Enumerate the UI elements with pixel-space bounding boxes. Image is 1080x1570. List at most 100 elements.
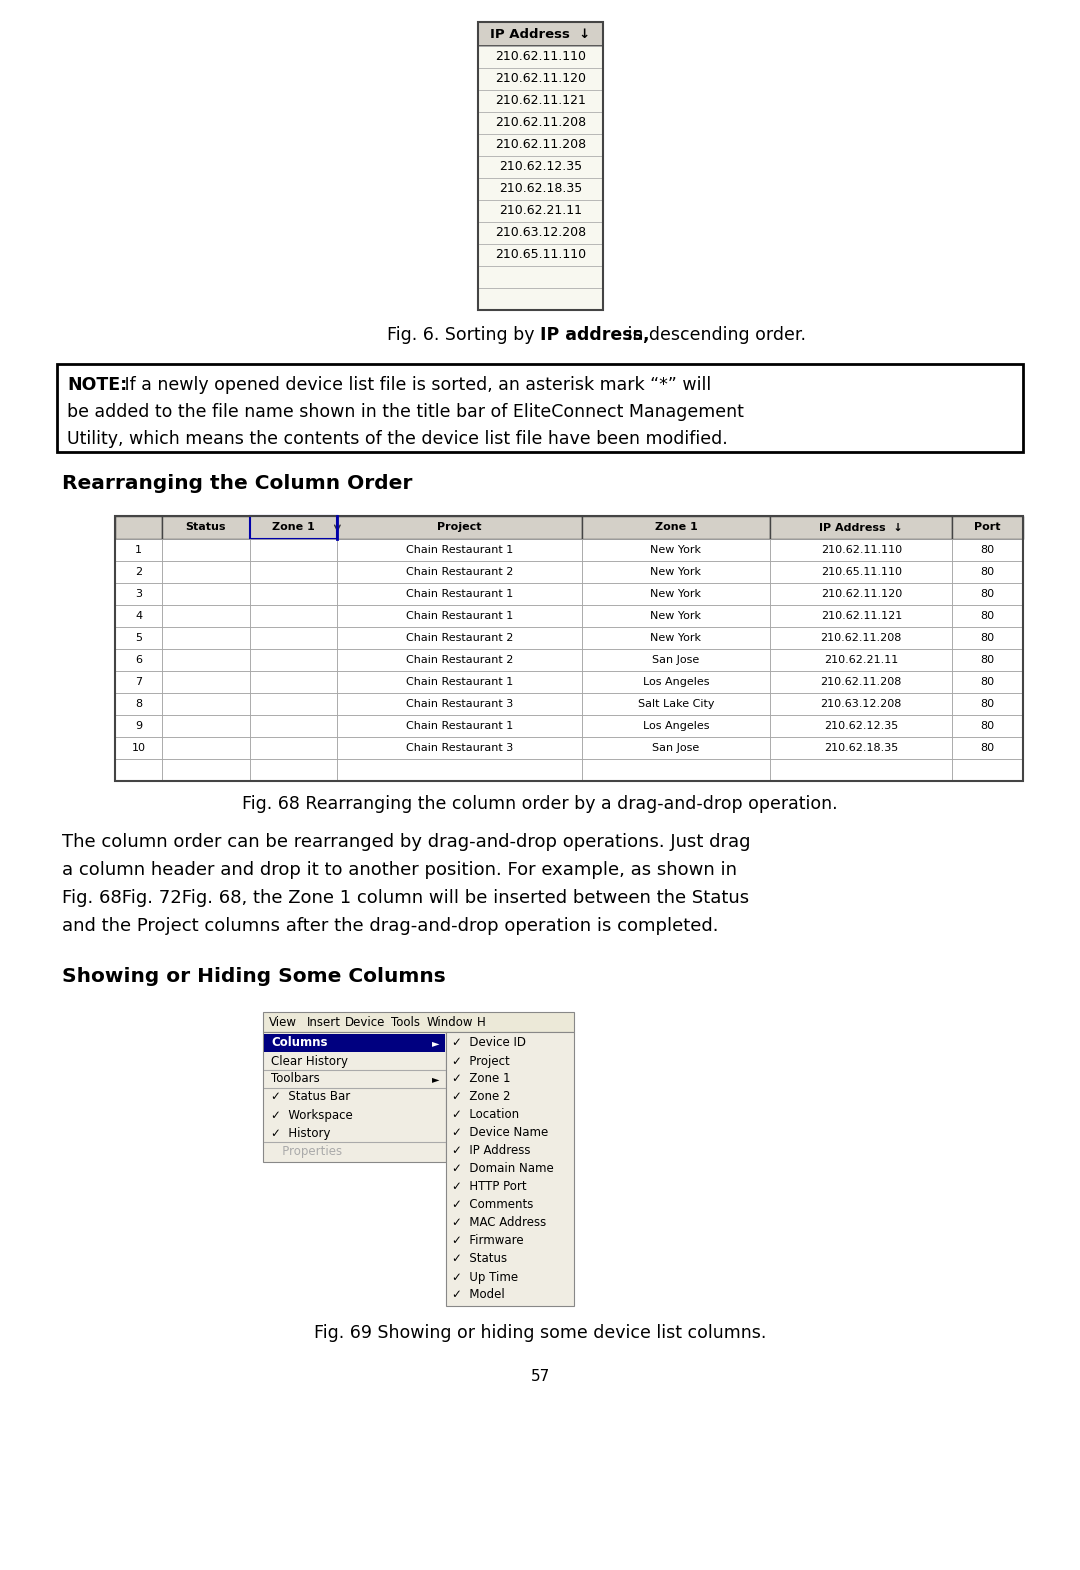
Text: San Jose: San Jose [652,655,700,666]
Bar [478,46,603,68]
Text: 2: 2 [135,567,143,578]
Text: Chain Restaurant 3: Chain Restaurant 3 [406,699,513,710]
Text: 210.62.21.11: 210.62.21.11 [824,655,899,666]
Text: Chain Restaurant 1: Chain Restaurant 1 [406,677,513,688]
Bar [953,582,1023,604]
Text: ✓  Zone 1: ✓ Zone 1 [453,1072,511,1085]
Bar [249,670,337,692]
Text: in descending order.: in descending order. [622,327,806,344]
Bar [953,648,1023,670]
Bar [582,604,770,626]
Bar [337,626,582,648]
Text: Columns: Columns [271,1036,327,1049]
Bar [582,758,770,780]
Bar [114,582,162,604]
Text: IP Address  ↓: IP Address ↓ [820,523,903,532]
Text: 210.63.12.208: 210.63.12.208 [821,699,902,710]
Bar [478,287,603,309]
Text: New York: New York [650,611,702,622]
Text: 210.62.18.35: 210.62.18.35 [824,743,899,754]
Bar [478,111,603,133]
Text: Chain Restaurant 1: Chain Restaurant 1 [406,545,513,556]
Bar [478,177,603,199]
Text: Status: Status [186,523,226,532]
Bar [337,670,582,692]
Bar [478,265,603,287]
Bar [478,243,603,265]
Text: and the Project columns after the drag-and-drop operation is completed.: and the Project columns after the drag-a… [62,917,718,936]
Text: Chain Restaurant 2: Chain Restaurant 2 [406,567,513,578]
Text: Toolbars: Toolbars [271,1072,320,1085]
Bar [114,670,162,692]
Text: New York: New York [650,567,702,578]
Bar [114,560,162,582]
Text: 210.62.11.120: 210.62.11.120 [495,72,586,85]
Text: 210.62.11.121: 210.62.11.121 [821,611,902,622]
Bar [114,517,162,539]
Text: Properties: Properties [271,1145,342,1157]
Text: New York: New York [650,633,702,644]
Text: 80: 80 [981,655,995,666]
Text: 210.62.11.121: 210.62.11.121 [495,94,586,107]
Bar [582,670,770,692]
Bar [249,736,337,758]
Bar [478,89,603,111]
Text: Fig. 69 Showing or hiding some device list columns.: Fig. 69 Showing or hiding some device li… [314,1324,766,1342]
Bar [249,692,337,714]
Text: 210.62.18.35: 210.62.18.35 [499,182,582,196]
Text: ✓  Model: ✓ Model [453,1289,504,1302]
Text: Utility, which means the contents of the device list file have been modified.: Utility, which means the contents of the… [67,430,728,447]
Bar [770,626,953,648]
Bar [770,758,953,780]
Text: San Jose: San Jose [652,743,700,754]
Bar [953,736,1023,758]
Bar [582,560,770,582]
Text: ✓  Project: ✓ Project [453,1055,510,1068]
Text: 9: 9 [135,721,143,732]
Bar [264,1031,446,1162]
Bar [337,582,582,604]
Bar [162,670,249,692]
Text: Los Angeles: Los Angeles [643,721,710,732]
Bar [249,648,337,670]
Bar [953,539,1023,560]
Text: Salt Lake City: Salt Lake City [637,699,714,710]
Text: Chain Restaurant 2: Chain Restaurant 2 [406,633,513,644]
Text: Zone 1: Zone 1 [654,523,698,532]
Bar [114,714,162,736]
Text: 80: 80 [981,589,995,600]
Bar [770,560,953,582]
Bar [162,758,249,780]
Text: 210.65.11.110: 210.65.11.110 [495,248,586,262]
Text: ✓  Domain Name: ✓ Domain Name [453,1162,554,1176]
Bar [337,604,582,626]
Text: Chain Restaurant 2: Chain Restaurant 2 [406,655,513,666]
Bar [582,648,770,670]
Bar [478,199,603,221]
Text: 210.65.11.110: 210.65.11.110 [821,567,902,578]
Bar [249,626,337,648]
Bar [953,604,1023,626]
Text: 210.62.11.208: 210.62.11.208 [495,138,586,151]
Text: ✓  Workspace: ✓ Workspace [271,1108,353,1121]
Text: ✓  IP Address: ✓ IP Address [453,1145,530,1157]
Text: Tools: Tools [391,1016,420,1028]
Text: 210.62.11.208: 210.62.11.208 [821,633,902,644]
Bar [582,714,770,736]
Bar [162,560,249,582]
Text: New York: New York [650,589,702,600]
Bar [162,692,249,714]
Bar [337,517,582,539]
Text: ►: ► [432,1074,440,1083]
Text: H: H [477,1016,486,1028]
Text: 80: 80 [981,743,995,754]
Bar [770,670,953,692]
Bar [478,221,603,243]
Bar [337,560,582,582]
Text: 210.62.21.11: 210.62.21.11 [499,204,582,218]
Bar [770,714,953,736]
Text: View: View [269,1016,297,1028]
Text: Chain Restaurant 3: Chain Restaurant 3 [406,743,513,754]
Bar [478,22,603,46]
Text: ✓  History: ✓ History [271,1127,330,1140]
